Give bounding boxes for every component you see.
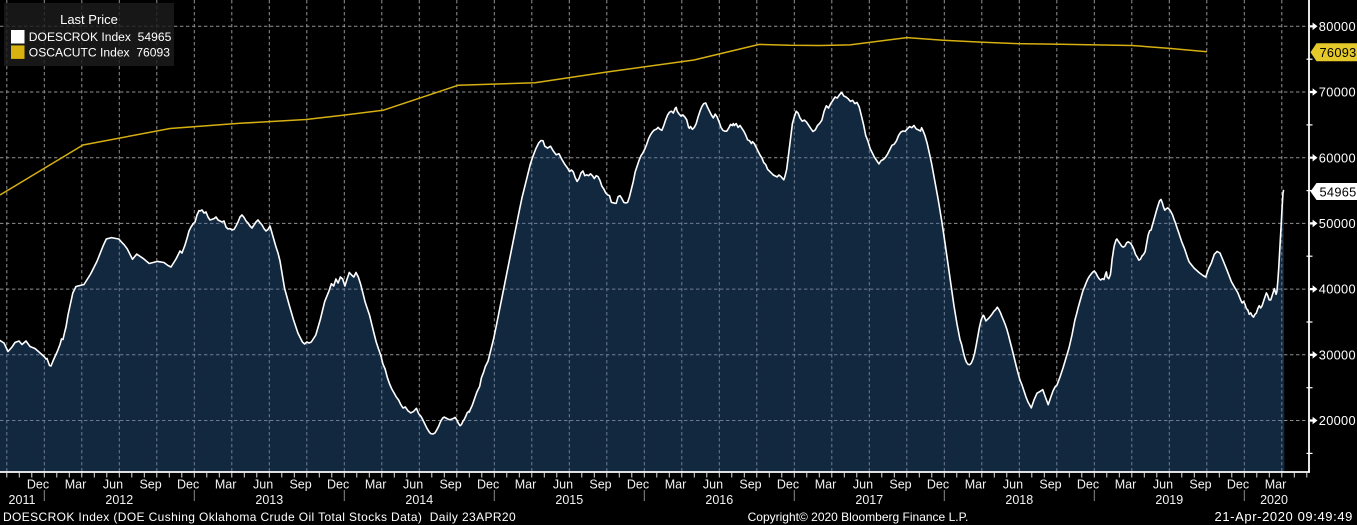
- svg-text:Dec: Dec: [1227, 478, 1249, 492]
- svg-text:2013: 2013: [255, 493, 283, 507]
- svg-text:Jun: Jun: [853, 478, 873, 492]
- svg-text:Dec: Dec: [327, 478, 349, 492]
- svg-text:Mar: Mar: [65, 478, 87, 492]
- svg-text:2012: 2012: [105, 493, 133, 507]
- svg-text:21-Apr-2020 09:49:49: 21-Apr-2020 09:49:49: [1215, 509, 1353, 524]
- svg-text:2016: 2016: [705, 493, 733, 507]
- svg-text:DOESCROK Index 54965: DOESCROK Index 54965: [29, 30, 172, 44]
- svg-text:Dec: Dec: [27, 478, 49, 492]
- svg-text:Mar: Mar: [1265, 478, 1287, 492]
- svg-text:Dec: Dec: [627, 478, 649, 492]
- svg-text:Dec: Dec: [177, 478, 199, 492]
- svg-text:40000: 40000: [1319, 282, 1356, 297]
- svg-text:2017: 2017: [855, 493, 883, 507]
- svg-text:Sep: Sep: [1189, 478, 1211, 492]
- svg-text:50000: 50000: [1319, 216, 1356, 231]
- svg-text:2011: 2011: [9, 493, 36, 507]
- svg-text:Jun: Jun: [703, 478, 723, 492]
- svg-text:2019: 2019: [1155, 493, 1183, 507]
- svg-text:Mar: Mar: [1115, 478, 1137, 492]
- svg-text:Jun: Jun: [553, 478, 573, 492]
- svg-text:Sep: Sep: [139, 478, 161, 492]
- svg-text:76093: 76093: [1320, 45, 1357, 60]
- svg-text:2018: 2018: [1005, 493, 1033, 507]
- svg-text:2020: 2020: [1260, 493, 1288, 507]
- svg-text:Sep: Sep: [589, 478, 611, 492]
- svg-text:Jun: Jun: [1003, 478, 1023, 492]
- svg-text:DOESCROK Index (DOE Cushing Ok: DOESCROK Index (DOE Cushing Oklahoma Cru…: [3, 510, 516, 524]
- svg-text:Jun: Jun: [253, 478, 273, 492]
- svg-text:Copyright© 2020 Bloomberg Fina: Copyright© 2020 Bloomberg Finance L.P.: [748, 510, 969, 524]
- svg-text:Mar: Mar: [365, 478, 387, 492]
- svg-text:30000: 30000: [1319, 347, 1356, 362]
- svg-text:Sep: Sep: [289, 478, 311, 492]
- svg-text:Sep: Sep: [739, 478, 761, 492]
- svg-text:OSCACUTC Index 76093: OSCACUTC Index 76093: [29, 45, 170, 59]
- svg-text:Sep: Sep: [1039, 478, 1061, 492]
- svg-text:80000: 80000: [1319, 19, 1356, 34]
- svg-text:Last Price: Last Price: [60, 12, 118, 27]
- svg-text:20000: 20000: [1319, 413, 1356, 428]
- svg-text:60000: 60000: [1319, 150, 1356, 165]
- svg-text:Jun: Jun: [403, 478, 423, 492]
- svg-text:Jun: Jun: [103, 478, 123, 492]
- svg-text:54965: 54965: [1320, 184, 1357, 199]
- svg-text:Mar: Mar: [515, 478, 537, 492]
- svg-text:70000: 70000: [1319, 85, 1356, 100]
- svg-text:Mar: Mar: [665, 478, 687, 492]
- svg-text:Dec: Dec: [777, 478, 799, 492]
- svg-text:Mar: Mar: [965, 478, 987, 492]
- svg-text:Dec: Dec: [477, 478, 499, 492]
- svg-text:Sep: Sep: [889, 478, 911, 492]
- svg-text:Dec: Dec: [1077, 478, 1099, 492]
- svg-text:Sep: Sep: [439, 478, 461, 492]
- svg-text:Jun: Jun: [1153, 478, 1173, 492]
- svg-text:2014: 2014: [405, 493, 433, 507]
- svg-text:Mar: Mar: [815, 478, 837, 492]
- svg-text:2015: 2015: [555, 493, 583, 507]
- svg-text:Mar: Mar: [215, 478, 237, 492]
- svg-text:Dec: Dec: [927, 478, 949, 492]
